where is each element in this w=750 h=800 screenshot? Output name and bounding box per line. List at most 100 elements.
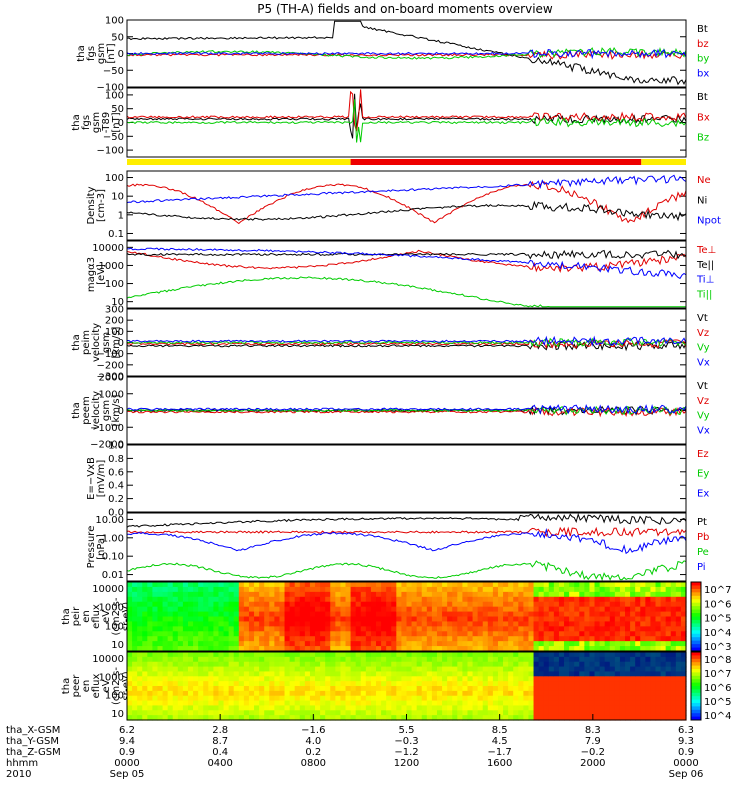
heatmap-cell [264,666,270,673]
heatmap-cell [396,676,403,682]
heatmap-cell [518,695,524,702]
heatmap-cell [655,586,662,593]
heatmap-cell [289,596,296,603]
heatmap-cell [335,601,342,608]
heatmap-cell [650,636,657,642]
heatmap-cell [625,582,631,588]
heatmap-cell [533,700,540,707]
heatmap-cell [584,676,591,682]
heatmap-cell [360,710,367,716]
heatmap-cell [589,671,596,677]
heatmap-cell [335,681,342,687]
heatmap-cell [386,601,392,608]
heatmap-cell [442,686,448,692]
heatmap-cell [670,591,677,598]
heatmap-cell [660,686,667,692]
heatmap-cell [284,636,291,642]
heatmap-cell [335,636,342,642]
heatmap-cell [208,596,214,603]
heatmap-cell [228,661,235,668]
heatmap-cell [452,686,458,692]
heatmap-cell [564,636,570,642]
heatmap-cell [223,611,230,618]
heatmap-cell [274,700,281,707]
heatmap-cell [330,636,336,642]
heatmap-cell [350,652,357,658]
heatmap-cell [589,686,596,692]
heatmap-cell [553,631,560,637]
heatmap-cell [330,676,336,682]
heatmap-cell [492,695,499,702]
heatmap-cell [137,666,143,673]
heatmap-cell [182,700,189,707]
heatmap-cell [386,666,392,673]
heatmap-cell [564,661,570,668]
heatmap-cell [645,596,652,603]
heatmap-cell [614,681,621,687]
heatmap-cell [467,661,474,668]
heatmap-cell [218,681,225,687]
y-tick-label: 100 [105,279,124,290]
heatmap-cell [147,686,154,692]
heatmap-cell [304,710,311,716]
heatmap-cell [442,652,448,658]
heatmap-cell [411,652,418,658]
heatmap-cell [269,611,275,618]
heatmap-cell [396,606,403,613]
heatmap-cell [553,686,560,692]
heatmap-cell [360,631,367,637]
heatmap-cell [508,700,514,707]
heatmap-cell [640,591,646,598]
heatmap-cell [203,641,209,647]
heatmap-cell [619,690,626,697]
y-tick-label: −50 [103,132,124,143]
heatmap-cell [680,586,687,593]
heatmap-cell [203,636,209,642]
heatmap-cell [497,681,504,687]
heatmap-cell [147,582,154,588]
heatmap-cell [376,626,382,632]
heatmap-cell [518,606,524,613]
heatmap-cell [233,631,240,637]
heatmap-cell [132,676,138,682]
heatmap-cell [589,676,596,682]
heatmap-cell [386,661,392,668]
colorbar-segment [691,675,701,680]
heatmap-cell [401,671,408,677]
heatmap-cell [355,631,362,637]
heatmap-cell [167,671,174,677]
heatmap-cell [442,631,448,637]
heatmap-cell [162,666,169,673]
heatmap-cell [513,690,519,697]
heatmap-cell [147,695,154,702]
heatmap-cell [452,671,458,677]
heatmap-cell [203,661,209,668]
heatmap-cell [248,631,255,637]
heatmap-cell [640,710,646,716]
heatmap-cell [635,616,641,623]
heatmap-cell [147,626,154,632]
heatmap-cell [269,705,275,711]
y-axis-label-line: tha [71,334,82,350]
heatmap-cell [228,676,235,682]
heatmap-cell [294,695,301,702]
heatmap-cell [386,596,392,603]
heatmap-cell [284,611,291,618]
y-axis-label-line: gsm [101,400,112,421]
heatmap-cell [655,646,662,652]
heatmap-cell [279,666,286,673]
heatmap-cell [467,646,474,652]
heatmap-cell [640,606,646,613]
heatmap-cell [442,586,448,593]
heatmap-cell [233,586,240,593]
heatmap-cell [193,695,199,702]
heatmap-cell [325,666,331,673]
heatmap-cell [391,591,397,598]
heatmap-cell [492,601,499,608]
heatmap-cell [447,601,453,608]
heatmap-cell [513,582,519,588]
heatmap-cell [467,611,474,618]
heatmap-cell [416,611,423,618]
heatmap-cell [680,606,687,613]
legend-entry: Ni [697,195,707,206]
